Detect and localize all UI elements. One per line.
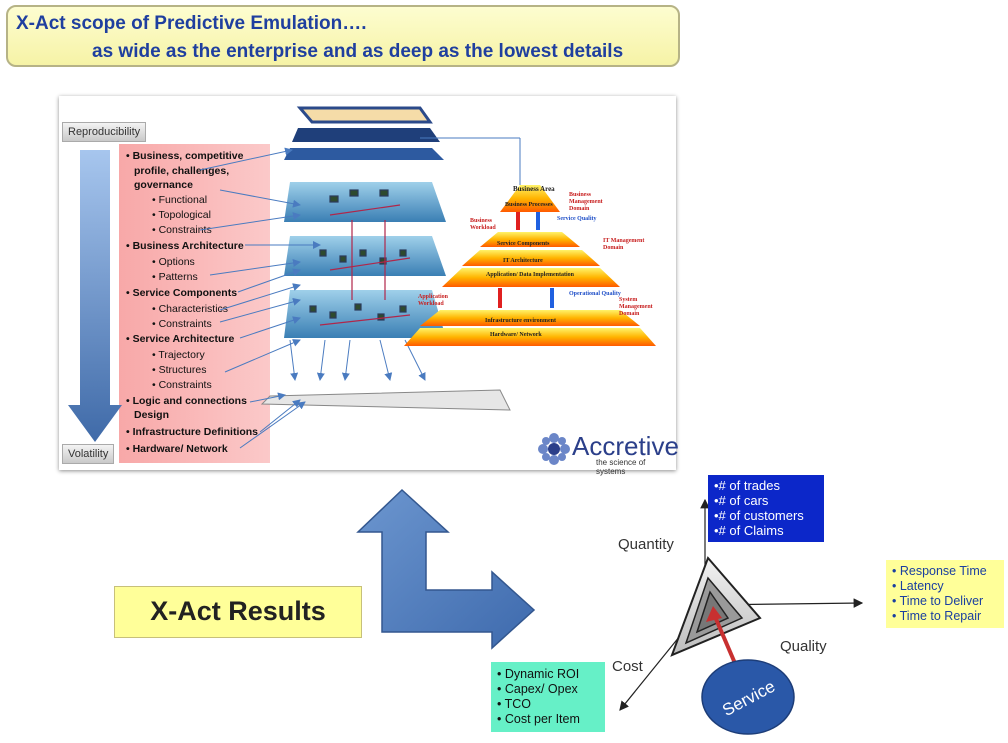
layer-list-item: • Hardware/ Network	[126, 443, 228, 455]
layer-list-item: • Service Components	[126, 287, 238, 299]
layer-list-item: • Options	[152, 256, 195, 268]
layer-list-item: • Patterns	[152, 271, 198, 283]
layer-list-item: profile, challenges,	[134, 165, 230, 177]
axis-quality-label: Quality	[780, 638, 827, 655]
quantity-metric-item: •# of Claims	[714, 523, 784, 538]
volatility-tag: Volatility	[62, 444, 115, 464]
results-big-arrow	[356, 488, 536, 650]
layer-list-item: • Business, competitive	[126, 150, 244, 162]
accretive-name: Accretive	[572, 431, 679, 461]
layer-list-item: • Constraints	[152, 224, 212, 236]
layer-list-item: • Service Architecture	[126, 333, 235, 345]
pyramid-label-business-mgmt-domain: Business Management Domain	[569, 192, 603, 212]
pyramid-label-business-processes: Business Processes	[505, 202, 553, 208]
layer-list-item: Design	[134, 409, 170, 421]
layer-list-item: • Topological	[152, 209, 211, 221]
pyramid-label-service-quality: Service Quality	[557, 216, 597, 222]
axis-cost-label: Cost	[612, 658, 643, 675]
pyramid-label-it-architecture: IT Architecture	[503, 258, 543, 264]
radar-triangle	[670, 556, 762, 657]
layer-list-item: • Logic and connections	[126, 395, 247, 407]
quality-metric-item: • Time to Repair	[892, 609, 982, 623]
pyramid-label-it-mgmt-domain: IT Management Domain	[603, 238, 645, 251]
cost-metric-item: • TCO	[497, 697, 532, 711]
layer-list-item: • Constraints	[152, 318, 212, 330]
accretive-logo-icon	[538, 433, 570, 465]
layer-list-item: • Functional	[152, 194, 208, 206]
pyramid-label-app-data-impl: Application/ Data Implementation	[486, 272, 575, 278]
layer-list-item: • Infrastructure Definitions	[126, 426, 259, 438]
layer-list-item: • Trajectory	[152, 349, 205, 361]
accretive-logo: Accretive the science of systems	[534, 428, 679, 476]
layer-list-item: governance	[134, 179, 193, 191]
service-ellipse	[701, 659, 795, 735]
layer-list-item: • Constraints	[152, 379, 212, 391]
xact-results-label: X-Act Results	[114, 586, 362, 638]
pyramid-label-system-mgmt-domain: System Management Domain	[619, 297, 653, 317]
quantity-metric-item: •# of cars	[714, 493, 769, 508]
cost-metric-item: • Cost per Item	[497, 712, 580, 726]
title-line-1: X-Act scope of Predictive Emulation….	[16, 13, 367, 34]
quantity-metric-item: •# of customers	[714, 508, 804, 523]
cost-metric-item: • Capex/ Opex	[497, 682, 578, 696]
service-label: Service	[719, 677, 778, 720]
accretive-tagline: the science of systems	[596, 458, 646, 476]
reproducibility-tag: Reproducibility	[62, 122, 147, 142]
layer-list-item: • Characteristics	[152, 303, 229, 315]
quality-metrics-box: • Response Time • Latency • Time to Delive…	[886, 560, 1004, 628]
pyramid-label-hw-network: Hardware/ Network	[490, 332, 542, 338]
quantity-metrics-box: •# of trades •# of cars •# of customers •# …	[708, 475, 824, 542]
layer-list-item: • Structures	[152, 364, 207, 376]
title-line-2: as wide as the enterprise and as deep as…	[92, 41, 624, 62]
service-pointer-head	[706, 606, 722, 622]
pyramid-label-service-components: Service Components	[497, 241, 550, 247]
quality-metric-item: • Latency	[892, 579, 944, 593]
pyramid-label-operational-quality: Operational Quality	[569, 291, 621, 297]
cost-metrics-box: • Dynamic ROI • Capex/ Opex • TCO • Cost pe…	[491, 662, 605, 732]
quality-metric-item: • Response Time	[892, 564, 987, 578]
title-banner: X-Act scope of Predictive Emulation…. as…	[6, 5, 680, 67]
quantity-metric-item: •# of trades	[714, 478, 780, 493]
quality-metric-item: • Time to Deliver	[892, 594, 984, 608]
cost-metric-item: • Dynamic ROI	[497, 667, 580, 681]
service-pointer-arrow	[711, 611, 742, 676]
layer-list-item: • Business Architecture	[126, 240, 244, 252]
pyramid-label-infra-env: Infrastructure environment	[485, 318, 556, 324]
pyramid-label-business-area: Business Area	[513, 185, 555, 193]
pyramid-label-application-workload: Application Workload	[418, 294, 449, 307]
pyramid-label-business-workload: Business Workload	[470, 218, 496, 231]
axis-quantity-label: Quantity	[618, 536, 674, 553]
